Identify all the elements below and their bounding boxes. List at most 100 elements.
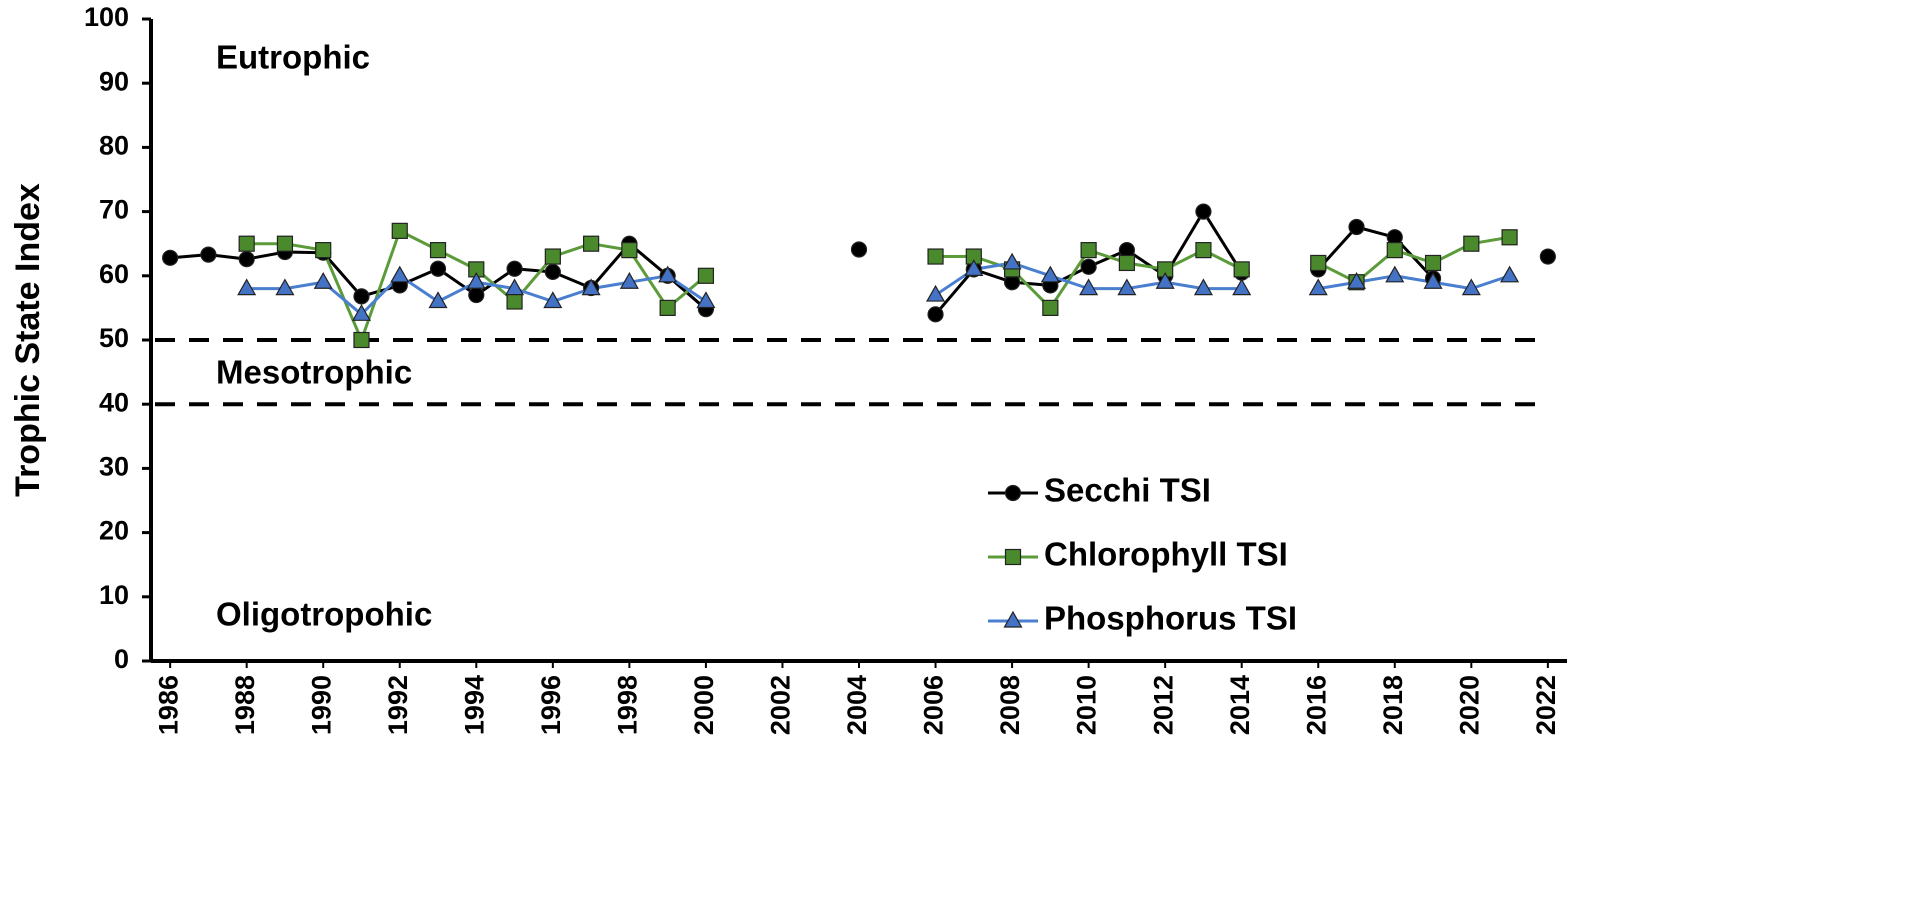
marker: [964, 259, 984, 276]
x-tick-label: 2020: [1454, 675, 1484, 735]
marker: [621, 242, 638, 259]
marker: [506, 293, 523, 310]
marker: [1308, 278, 1328, 296]
y-axis-label: Trophic State Index: [9, 183, 47, 497]
marker: [583, 235, 600, 252]
marker: [238, 235, 255, 252]
marker: [1310, 254, 1327, 272]
legend-marker: [1004, 548, 1022, 566]
marker: [1195, 242, 1212, 259]
y-tick-label: 30: [99, 452, 129, 482]
marker: [428, 291, 448, 309]
marker: [926, 284, 946, 302]
marker: [237, 278, 257, 296]
y-tick-label: 80: [99, 131, 129, 161]
marker: [1386, 242, 1403, 259]
marker: [1423, 272, 1443, 289]
marker: [619, 272, 639, 289]
x-tick-label: 1990: [306, 675, 336, 735]
zone-label: Mesotrophic: [216, 354, 412, 391]
marker: [505, 278, 525, 296]
y-tick-label: 40: [99, 387, 129, 417]
marker: [390, 265, 410, 283]
x-tick-label: 2010: [1072, 675, 1102, 735]
legend-marker: [1003, 610, 1023, 628]
y-tick-label: 50: [99, 323, 129, 353]
marker: [1461, 278, 1481, 296]
marker: [1500, 265, 1520, 283]
legend-marker: [1004, 484, 1022, 502]
x-tick-label: 2016: [1301, 675, 1331, 735]
y-tick-label: 100: [84, 2, 129, 32]
marker: [697, 267, 715, 284]
marker: [1040, 265, 1060, 283]
marker: [543, 291, 563, 309]
marker: [353, 288, 370, 305]
legend-label: Chlorophyll TSI: [1044, 536, 1288, 573]
x-tick-label: 1994: [459, 675, 489, 735]
marker: [466, 272, 486, 289]
x-tick-label: 2004: [842, 675, 872, 735]
marker: [1232, 278, 1252, 296]
marker: [544, 248, 561, 265]
marker: [391, 222, 408, 239]
legend-label: Phosphorus TSI: [1044, 600, 1297, 637]
marker: [1002, 252, 1022, 270]
marker: [850, 241, 868, 258]
x-tick-label: 1998: [613, 675, 643, 735]
marker: [927, 248, 944, 265]
marker: [1079, 278, 1099, 296]
y-tick-label: 0: [114, 644, 129, 674]
marker: [429, 260, 447, 277]
marker: [238, 251, 255, 268]
x-tick-label: 2012: [1148, 675, 1178, 735]
y-tick-label: 10: [99, 580, 129, 610]
marker: [1195, 203, 1212, 220]
marker: [696, 291, 716, 309]
x-tick-label: 1988: [230, 675, 260, 735]
marker: [1042, 299, 1059, 316]
marker: [1193, 278, 1213, 296]
marker: [1348, 218, 1365, 236]
x-tick-label: 2000: [689, 675, 719, 735]
marker: [313, 272, 333, 289]
x-tick-label: 2018: [1378, 675, 1408, 735]
x-tick-label: 2008: [995, 675, 1025, 735]
x-tick-label: 2006: [919, 675, 949, 735]
marker: [200, 246, 217, 263]
x-tick-label: 2022: [1531, 675, 1561, 735]
marker: [1346, 272, 1367, 289]
marker: [1539, 248, 1556, 265]
legend-label: Secchi TSI: [1044, 472, 1211, 509]
x-tick-label: 2002: [766, 675, 796, 735]
marker: [162, 249, 179, 266]
marker: [544, 263, 561, 281]
x-tick-label: 1992: [383, 675, 413, 735]
zone-label: Oligotropohic: [216, 596, 432, 633]
zone-label: Eutrophic: [216, 39, 370, 76]
marker: [1233, 261, 1250, 278]
marker: [429, 242, 447, 259]
marker: [1155, 272, 1175, 289]
marker: [927, 306, 944, 323]
marker: [1080, 258, 1097, 275]
marker: [658, 265, 678, 283]
y-tick-label: 60: [99, 259, 129, 289]
marker: [1385, 265, 1405, 283]
y-tick-label: 90: [99, 66, 129, 96]
marker: [353, 331, 370, 349]
marker: [315, 242, 332, 259]
y-tick-label: 20: [99, 516, 129, 546]
marker: [1117, 278, 1137, 296]
marker: [1501, 229, 1518, 246]
x-tick-label: 1996: [536, 675, 566, 735]
y-tick-label: 70: [99, 195, 129, 225]
marker: [275, 278, 295, 296]
x-tick-label: 2014: [1225, 675, 1255, 735]
marker: [468, 286, 485, 304]
marker: [276, 235, 294, 252]
marker: [1118, 254, 1135, 272]
marker: [659, 299, 676, 316]
marker: [1463, 235, 1480, 252]
